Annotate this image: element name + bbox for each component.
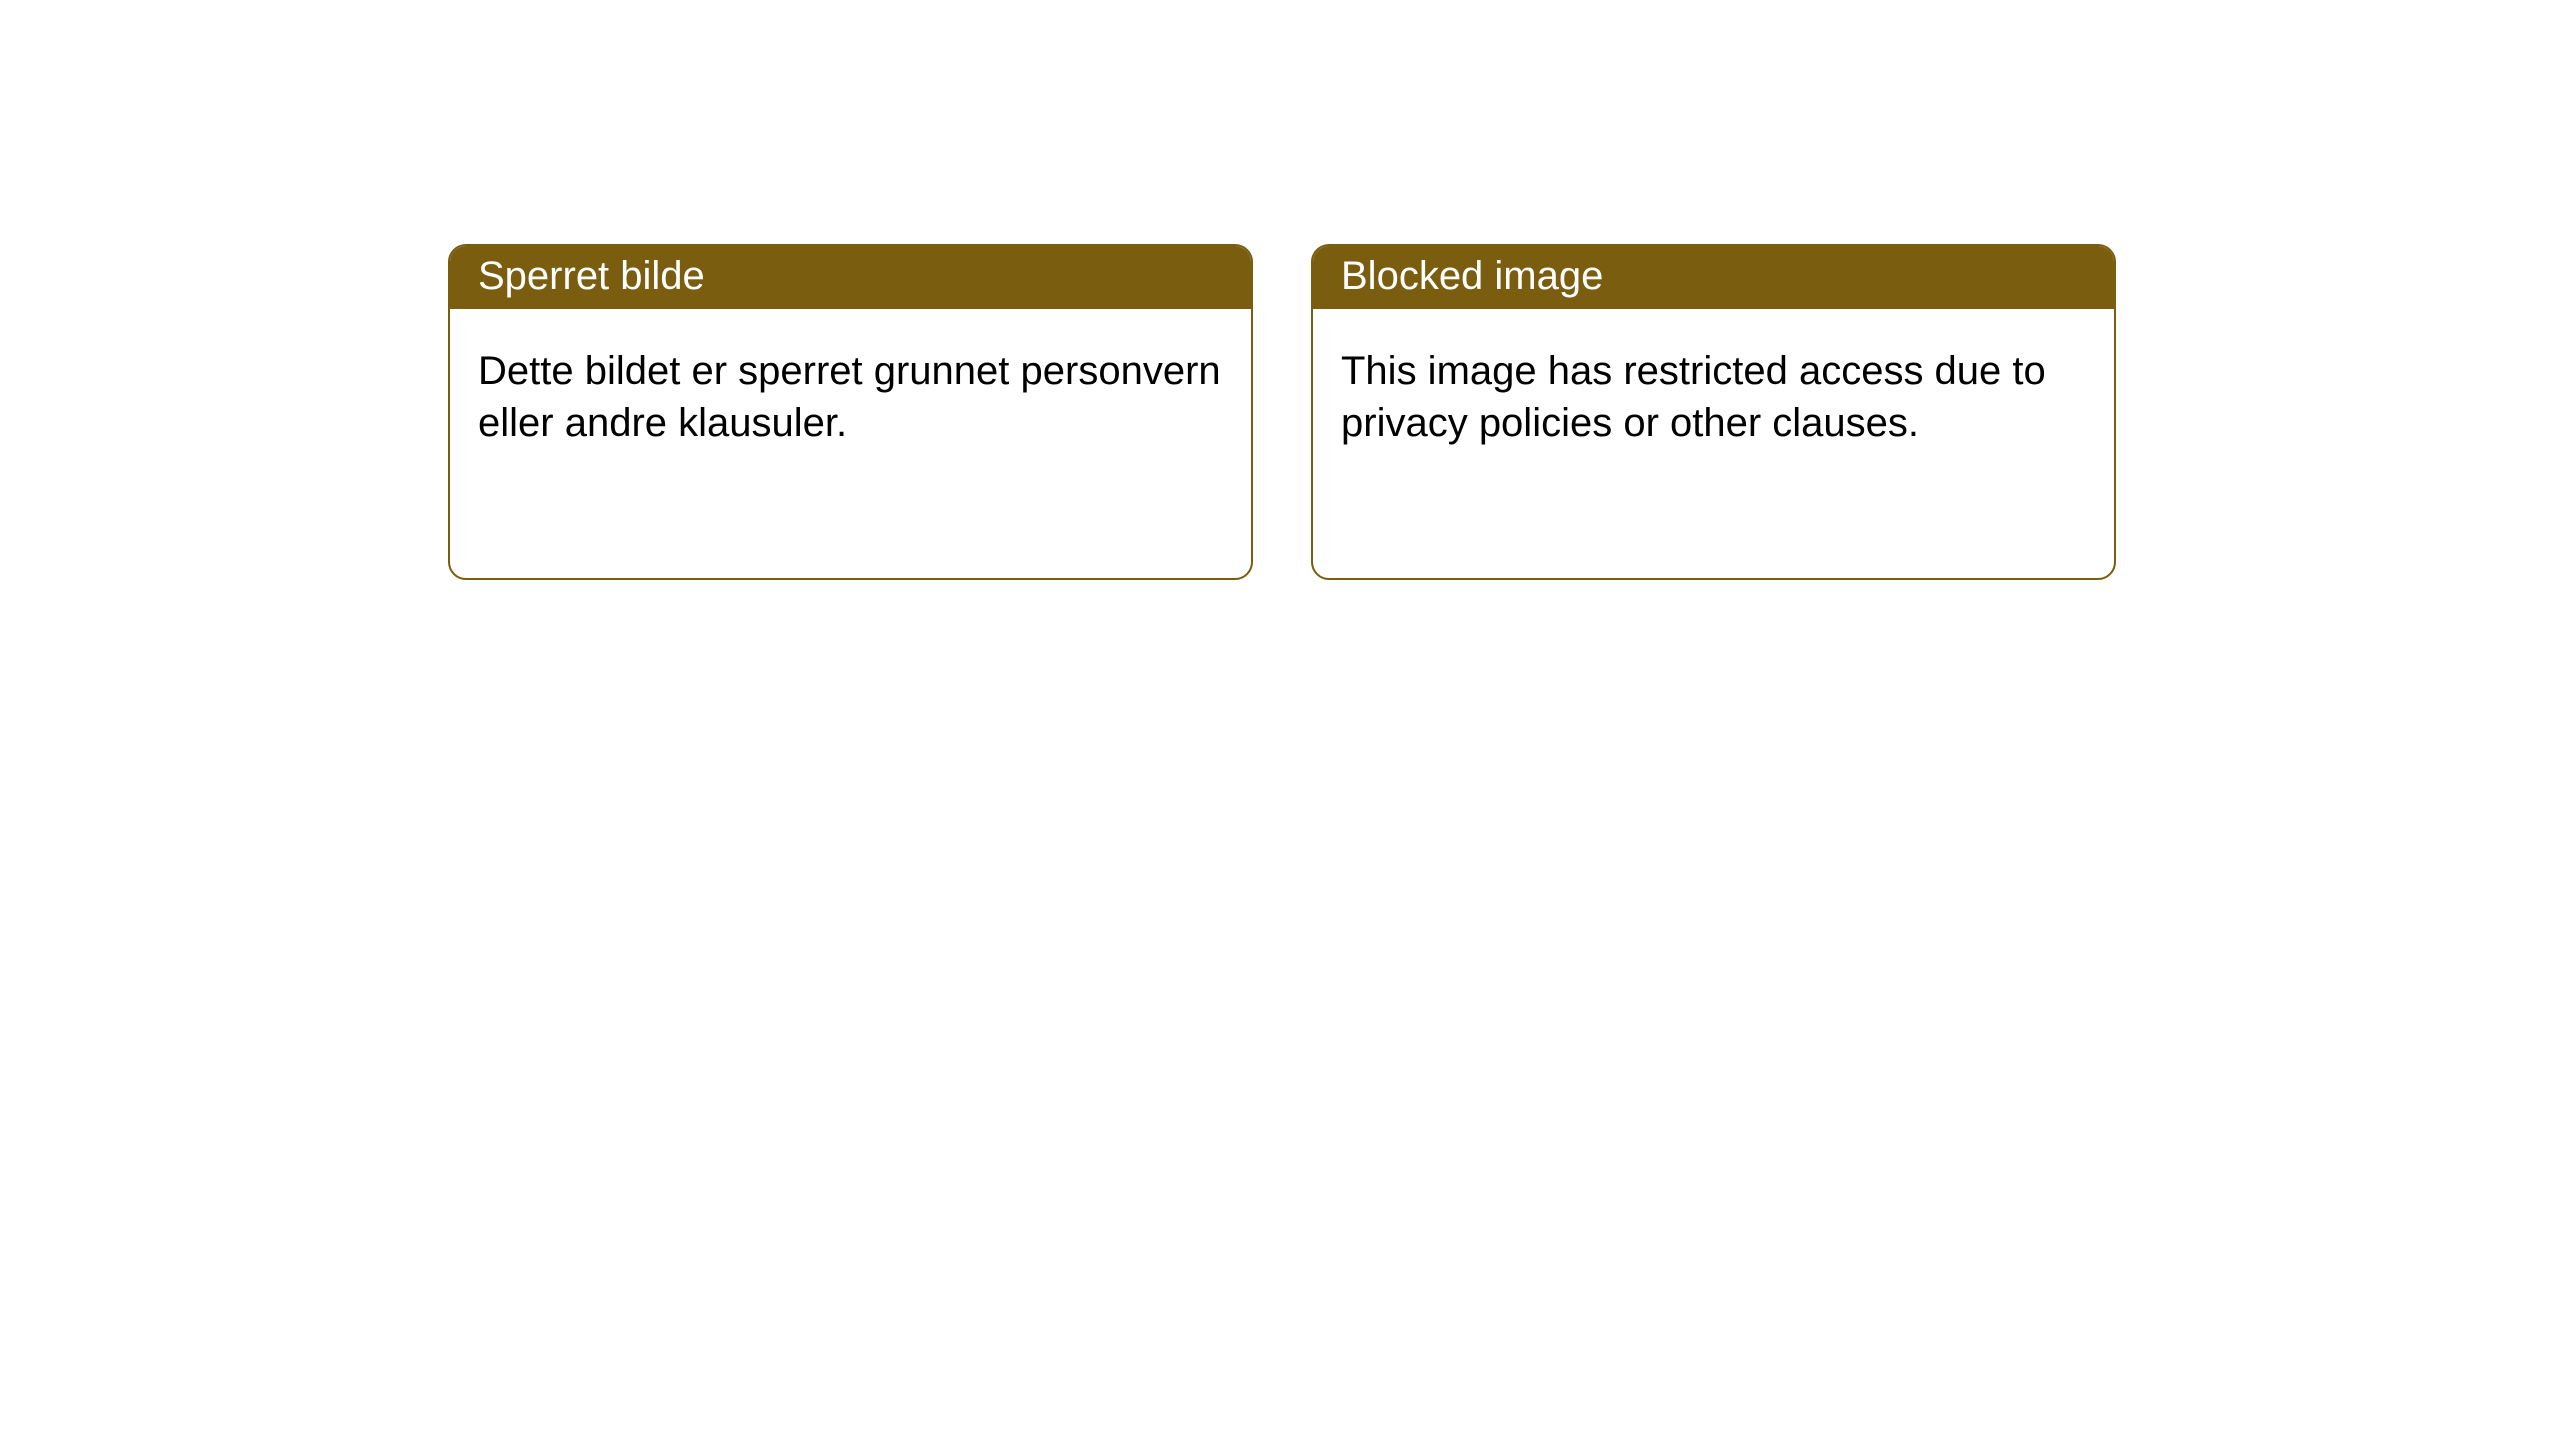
notice-card-body: Dette bildet er sperret grunnet personve…: [450, 309, 1251, 469]
notice-card-norwegian: Sperret bilde Dette bildet er sperret gr…: [448, 244, 1253, 580]
notice-card-title: Blocked image: [1313, 246, 2114, 309]
notice-card-english: Blocked image This image has restricted …: [1311, 244, 2116, 580]
notice-container: Sperret bilde Dette bildet er sperret gr…: [0, 0, 2560, 580]
notice-card-title: Sperret bilde: [450, 246, 1251, 309]
notice-card-body: This image has restricted access due to …: [1313, 309, 2114, 469]
